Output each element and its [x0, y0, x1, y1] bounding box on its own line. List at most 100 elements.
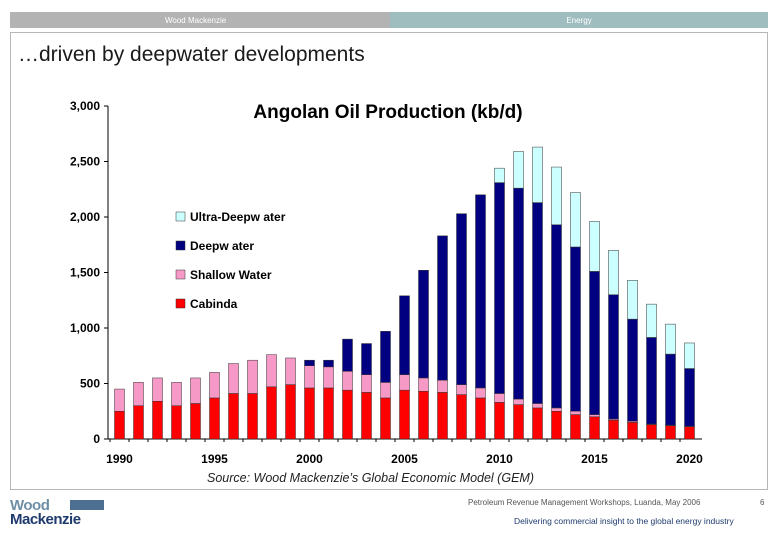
logo-word-2: Mackenzie: [10, 511, 81, 528]
bar-segment: [513, 404, 524, 440]
bar-segment: [190, 403, 201, 440]
bar-segment: [209, 372, 220, 399]
bar-segment: [532, 202, 543, 404]
bar-segment: [361, 343, 372, 375]
bar-segment: [399, 389, 410, 440]
bar-segment: [266, 386, 277, 440]
bar-segment: [627, 280, 638, 320]
bar-segment: [190, 377, 201, 404]
bar-segment: [285, 357, 296, 385]
bar-segment: [684, 342, 695, 369]
bar-segment: [551, 407, 562, 412]
bar-segment: [114, 388, 125, 412]
bar-segment: [342, 389, 353, 440]
y-tick-label: 2,000: [70, 210, 100, 224]
bar-segment: [133, 405, 144, 440]
bar-segment: [304, 387, 315, 440]
bar-segment: [171, 405, 182, 440]
bar-segment: [494, 393, 505, 403]
bar-segment: [494, 182, 505, 394]
legend-label: Deepw ater: [190, 239, 254, 253]
bar-segment: [589, 416, 600, 440]
bar-segment: [532, 403, 543, 409]
bar-segment: [228, 393, 239, 440]
bar-segment: [551, 411, 562, 440]
header-sector-label: Energy: [390, 12, 768, 28]
bar-segment: [608, 294, 619, 420]
bar-segment: [475, 387, 486, 399]
slide-frame: [10, 32, 768, 490]
bar-segment: [532, 146, 543, 203]
bar-segment: [380, 331, 391, 383]
bar-segment: [570, 192, 581, 248]
slide-title: …driven by deepwater developments: [18, 43, 365, 66]
footer-event: Petroleum Revenue Management Workshops, …: [468, 498, 701, 507]
bar-segment: [418, 270, 429, 379]
y-tick-label: 1,000: [70, 321, 100, 335]
bar-segment: [551, 224, 562, 409]
company-logo: Wood Mackenzie: [10, 497, 104, 531]
bar-segment: [133, 382, 144, 406]
bar-segment: [494, 167, 505, 183]
bar-segment: [627, 422, 638, 440]
bar-segment: [646, 337, 657, 425]
x-tick-label: 2010: [486, 452, 513, 466]
bar-segment: [437, 235, 448, 381]
bar-segment: [589, 221, 600, 272]
bar-segment: [646, 424, 657, 440]
bar-segment: [646, 303, 657, 338]
logo-mark: [70, 500, 104, 510]
y-tick-label: 3,000: [70, 99, 100, 113]
bar-segment: [665, 425, 676, 440]
bar-segment: [665, 323, 676, 355]
legend-swatch: [175, 269, 186, 280]
bar-segment: [570, 414, 581, 440]
bar-segment: [209, 397, 220, 440]
bar-segment: [171, 382, 182, 406]
bar-segment: [285, 384, 296, 440]
chart-title: Angolan Oil Production (kb/d): [253, 102, 522, 123]
legend-swatch: [175, 211, 186, 222]
bar-segment: [152, 401, 163, 440]
bar-segment: [513, 151, 524, 189]
bar-segment: [589, 271, 600, 415]
bar-segment: [456, 394, 467, 440]
bar-segment: [456, 213, 467, 385]
top-banner: Wood Mackenzie Energy: [10, 12, 768, 28]
legend-label: Shallow Water: [190, 268, 272, 282]
bar-segment: [570, 246, 581, 412]
x-tick-label: 1990: [106, 452, 133, 466]
bar-segment: [513, 398, 524, 405]
y-tick-label: 1,500: [70, 266, 100, 280]
x-tick-label: 2015: [581, 452, 608, 466]
header-company-label: Wood Mackenzie: [10, 12, 390, 28]
y-tick-label: 0: [93, 432, 100, 446]
bar-segment: [608, 419, 619, 440]
bar-segment: [608, 250, 619, 295]
x-tick-label: 2000: [296, 452, 323, 466]
bar-segment: [589, 414, 600, 418]
bar-segment: [399, 295, 410, 375]
bar-segment: [627, 318, 638, 422]
logo-word-1: Wood: [10, 497, 50, 514]
bar-segment: [684, 426, 695, 440]
bar-segment: [418, 391, 429, 440]
page-number: 6: [760, 498, 765, 507]
bar-segment: [399, 374, 410, 391]
bar-segment: [304, 365, 315, 389]
bar-segment: [114, 411, 125, 440]
bar-segment: [665, 353, 676, 426]
bar-segment: [323, 359, 334, 368]
bar-segment: [361, 374, 372, 393]
bar-segment: [342, 371, 353, 391]
legend-label: Ultra-Deepw ater: [190, 210, 286, 224]
bar-segment: [304, 359, 315, 366]
bar-segment: [152, 377, 163, 402]
bar-segment: [247, 359, 258, 394]
bar-segment: [228, 363, 239, 394]
bar-segment: [475, 194, 486, 389]
x-tick-label: 2020: [676, 452, 703, 466]
source-note: Source: Wood Mackenzie’s Global Economic…: [207, 471, 534, 485]
bar-segment: [437, 379, 448, 393]
